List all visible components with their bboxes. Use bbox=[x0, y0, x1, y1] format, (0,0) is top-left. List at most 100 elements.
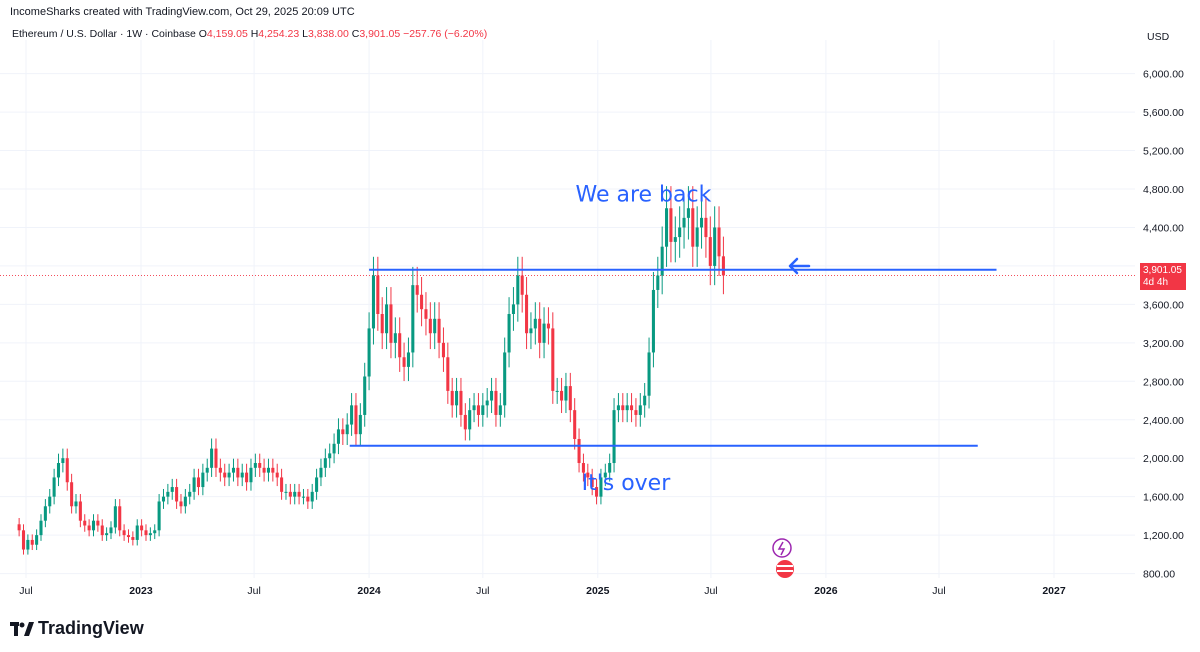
y-tick-label: 1,200.00 bbox=[1143, 530, 1184, 542]
candle-body bbox=[428, 318, 432, 334]
x-tick-label: 2025 bbox=[586, 585, 610, 597]
y-tick-label: 5,200.00 bbox=[1143, 146, 1184, 158]
candle-body bbox=[210, 448, 214, 468]
candle-body bbox=[481, 405, 485, 415]
candle-body bbox=[498, 405, 502, 415]
candle-body bbox=[665, 208, 669, 247]
y-tick-label: 1,600.00 bbox=[1143, 492, 1184, 504]
candle-body bbox=[56, 463, 61, 478]
x-tick-label: 2026 bbox=[814, 585, 838, 597]
candle-body bbox=[245, 472, 249, 483]
tradingview-logo-text: TradingView bbox=[38, 618, 144, 638]
candle-body bbox=[411, 285, 415, 353]
x-axis[interactable]: Jul 2023 Jul 2024 Jul 2025 Jul 2026 Jul 2027 bbox=[19, 585, 1066, 597]
candle-body bbox=[192, 477, 196, 492]
candle-body bbox=[175, 487, 179, 502]
y-tick-label: 6,000.00 bbox=[1143, 69, 1184, 81]
candle-body bbox=[625, 405, 629, 411]
candle-body bbox=[586, 472, 590, 478]
candle-body bbox=[223, 472, 227, 478]
candle-body bbox=[433, 318, 437, 334]
candle-body bbox=[21, 530, 26, 550]
y-tick-label: 800.00 bbox=[1143, 569, 1175, 581]
candle-body bbox=[118, 506, 122, 531]
annotation-label: It's over bbox=[582, 471, 672, 496]
candle-body bbox=[490, 390, 494, 401]
y-axis[interactable]: 800.00 1,200.00 1,600.00 2,000.00 2,400.00 2,… bbox=[1143, 69, 1184, 581]
candle-body bbox=[503, 352, 507, 406]
candle-body bbox=[231, 467, 236, 473]
tradingview-logo-icon bbox=[10, 621, 34, 636]
candle-body bbox=[109, 527, 113, 534]
candle-body bbox=[61, 458, 65, 464]
candle-body bbox=[595, 487, 599, 497]
candle-body bbox=[17, 524, 21, 531]
us-flag-icon[interactable] bbox=[776, 560, 794, 578]
candle-body bbox=[87, 525, 91, 531]
x-tick-label: Jul bbox=[704, 585, 717, 597]
candle-body bbox=[459, 390, 463, 415]
x-tick-label: 2023 bbox=[129, 585, 153, 597]
candle-body bbox=[708, 237, 712, 266]
arrow-icon bbox=[788, 257, 811, 275]
candle-body bbox=[560, 390, 564, 401]
candle-body bbox=[485, 400, 489, 406]
candle-body bbox=[542, 323, 546, 343]
candle-body bbox=[608, 463, 612, 473]
x-tick-label: Jul bbox=[19, 585, 32, 597]
x-tick-label: Jul bbox=[932, 585, 945, 597]
candle-body bbox=[630, 405, 634, 411]
annotation-label: We are back bbox=[575, 183, 711, 208]
candle-body bbox=[48, 496, 52, 507]
candle-body bbox=[380, 314, 384, 334]
candle-body bbox=[78, 501, 82, 521]
candle-body bbox=[170, 487, 174, 492]
high-value: 4,254.23 bbox=[258, 28, 300, 40]
candle-body bbox=[673, 237, 677, 242]
candle-body bbox=[393, 333, 397, 343]
candle-body bbox=[319, 467, 323, 478]
candle-body bbox=[301, 496, 305, 498]
candle-body bbox=[236, 467, 240, 478]
x-tick-label: Jul bbox=[247, 585, 260, 597]
candle-body bbox=[135, 525, 139, 540]
candle-body bbox=[144, 530, 148, 536]
candle-body bbox=[441, 342, 445, 358]
candle-body bbox=[406, 352, 410, 367]
candle-body bbox=[551, 328, 555, 391]
candle-body bbox=[350, 405, 354, 425]
candle-body bbox=[35, 535, 39, 545]
candle-body bbox=[166, 491, 170, 497]
event-icon[interactable] bbox=[772, 538, 792, 558]
candle-body bbox=[555, 390, 559, 392]
grid bbox=[0, 40, 1135, 578]
candle-body bbox=[341, 429, 345, 435]
candle-body bbox=[100, 525, 104, 536]
candle-body bbox=[258, 463, 262, 468]
horizontal-levels[interactable] bbox=[349, 268, 997, 447]
candle-body bbox=[660, 246, 664, 276]
candle-body bbox=[424, 309, 428, 319]
bar-countdown: 4d 4h bbox=[1143, 277, 1169, 288]
open-label: O bbox=[198, 28, 207, 40]
candle-body bbox=[468, 410, 472, 430]
candle-body bbox=[389, 304, 393, 343]
candle-body bbox=[284, 491, 288, 493]
symbol-name[interactable]: Ethereum / U.S. Dollar · 1W · Coinbase bbox=[12, 28, 196, 40]
tradingview-logo[interactable]: TradingView bbox=[10, 618, 144, 639]
candle-body bbox=[271, 467, 275, 473]
candle-body bbox=[188, 491, 192, 497]
candle-body bbox=[402, 357, 406, 367]
close-label: C bbox=[351, 28, 360, 40]
candle-body bbox=[358, 414, 362, 435]
candle-body bbox=[157, 501, 161, 531]
last-price-tag[interactable]: 3,901.05 4d 4h bbox=[1140, 263, 1186, 290]
candle-body bbox=[656, 275, 660, 290]
candle-body bbox=[91, 520, 96, 531]
candle-body bbox=[420, 294, 424, 310]
candle-body bbox=[529, 328, 533, 334]
candle-body bbox=[310, 491, 314, 502]
candle-body bbox=[288, 491, 292, 497]
y-tick-label: 2,800.00 bbox=[1143, 376, 1184, 388]
